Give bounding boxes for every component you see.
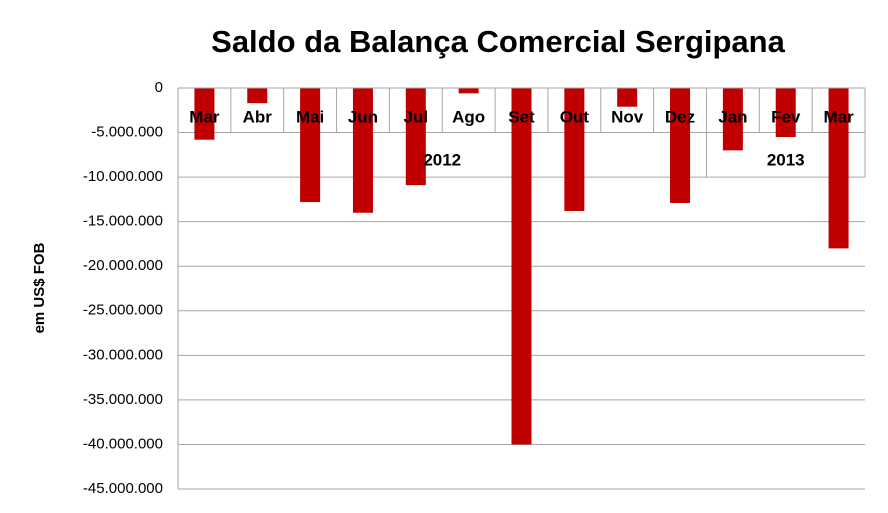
- group-label: 2012: [423, 150, 461, 169]
- chart-title: Saldo da Balança Comercial Sergipana: [211, 24, 785, 59]
- x-tick-label: Jan: [718, 107, 747, 126]
- x-tick-label: Jun: [348, 107, 378, 126]
- bar: [458, 88, 479, 94]
- bar: [670, 88, 691, 203]
- bar: [722, 88, 743, 151]
- x-tick-label: Fev: [771, 107, 801, 126]
- x-tick-label: Out: [560, 107, 590, 126]
- x-tick-label: Mar: [823, 107, 854, 126]
- y-tick-label: -10.000.000: [83, 168, 163, 185]
- bar: [828, 88, 849, 249]
- y-tick-label: 0: [155, 79, 163, 96]
- bar: [247, 88, 268, 104]
- bar: [511, 88, 532, 445]
- y-tick-label: -30.000.000: [83, 346, 163, 363]
- y-tick-label: -20.000.000: [83, 257, 163, 274]
- bar: [617, 88, 638, 107]
- x-tick-label: Jul: [404, 107, 429, 126]
- x-tick-label: Ago: [452, 107, 485, 126]
- y-tick-label: -40.000.000: [83, 435, 163, 452]
- x-tick-label: Set: [508, 107, 535, 126]
- bar: [564, 88, 585, 211]
- y-tick-label: -35.000.000: [83, 391, 163, 408]
- y-axis-label: em US$ FOB: [31, 242, 48, 333]
- y-tick-label: -15.000.000: [83, 213, 163, 230]
- bar: [775, 88, 796, 138]
- y-tick-label: -45.000.000: [83, 480, 163, 497]
- x-tick-label: Abr: [243, 107, 273, 126]
- bar: [352, 88, 373, 213]
- y-tick-label: -5.000.000: [91, 124, 163, 141]
- x-tick-label: Mai: [296, 107, 324, 126]
- bar: [300, 88, 321, 203]
- x-tick-label: Mar: [189, 107, 220, 126]
- bar: [194, 88, 215, 140]
- x-tick-label: Dez: [665, 107, 695, 126]
- x-tick-label: Nov: [611, 107, 644, 126]
- group-label: 2013: [767, 150, 805, 169]
- bar: [405, 88, 426, 186]
- y-tick-label: -25.000.000: [83, 302, 163, 319]
